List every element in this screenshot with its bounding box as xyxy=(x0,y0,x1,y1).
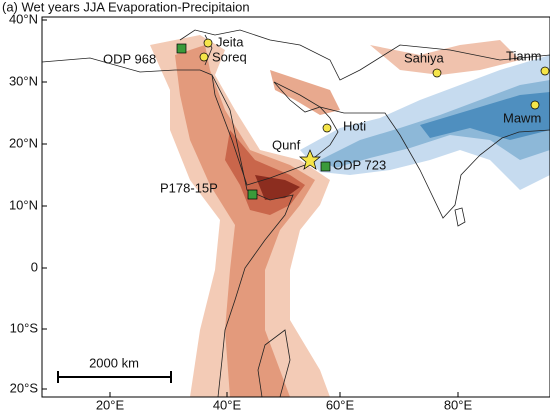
site-marker xyxy=(199,52,209,62)
site-label: Hoti xyxy=(343,118,366,133)
x-axis: 20°E 40°E 60°E 80°E xyxy=(96,392,473,412)
site-marker xyxy=(203,38,213,48)
y-tick-label: 20°S xyxy=(10,380,39,395)
scale-bar: 2000 km xyxy=(57,355,172,383)
site-marker xyxy=(247,189,258,200)
site-label: ODP 723 xyxy=(333,157,386,172)
y-tick-label: 10°N xyxy=(9,197,38,212)
map-frame xyxy=(41,16,550,398)
site-marker xyxy=(176,43,187,54)
y-tick-label: 30°N xyxy=(9,73,38,88)
scale-bar-label: 2000 km xyxy=(89,355,139,370)
y-tick-label: 40°N xyxy=(9,11,38,26)
x-tick-label: 60°E xyxy=(326,397,355,412)
site-label: Sahiya xyxy=(404,50,445,65)
site-marker xyxy=(432,68,442,78)
site-label: Tianm xyxy=(506,48,542,63)
site-marker xyxy=(320,161,331,172)
x-tick-label: 80°E xyxy=(444,397,473,412)
site-label: Mawm xyxy=(503,110,541,125)
y-axis: 40°N 30°N 20°N 10°N 0 10°S 20°S xyxy=(9,11,47,395)
x-tick-label: 40°E xyxy=(213,397,242,412)
site-marker xyxy=(299,149,321,170)
site-label: Jeita xyxy=(216,34,244,49)
site-label: Qunf xyxy=(272,137,301,152)
x-tick-label: 20°E xyxy=(96,397,125,412)
site-label: P178-15P xyxy=(160,180,218,195)
map-title: (a) Wet years JJA Evaporation-Precipitai… xyxy=(2,0,250,14)
y-tick-label: 10°S xyxy=(10,320,39,335)
map-field xyxy=(42,17,550,397)
site-marker xyxy=(322,123,332,133)
site-marker xyxy=(540,66,550,76)
sites: ODP 968 Jeita Soreq Sahiya Tianm Mawm Ho… xyxy=(103,34,550,200)
site-marker xyxy=(530,100,540,110)
y-tick-label: 20°N xyxy=(9,135,38,150)
y-tick-label: 0 xyxy=(31,259,38,274)
site-label: Soreq xyxy=(212,49,247,64)
site-label: ODP 968 xyxy=(103,51,156,66)
